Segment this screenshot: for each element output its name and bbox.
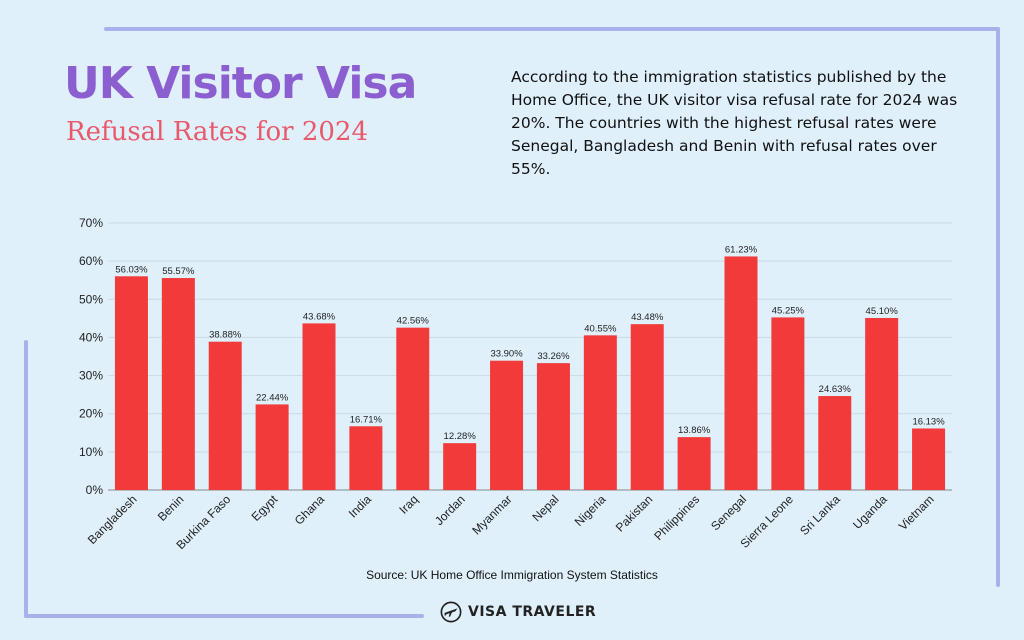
y-tick-label: 30% (79, 369, 103, 383)
y-tick-label: 0% (86, 483, 104, 497)
data-label: 61.23% (725, 244, 758, 255)
category-label: Sri Lanka (797, 492, 843, 538)
category-label: Vietnam (896, 492, 937, 533)
data-label: 45.10% (866, 306, 899, 317)
bar (208, 341, 242, 490)
category-label: Senegal (708, 492, 749, 533)
category-label: Ghana (292, 492, 328, 528)
category-label: Iraq (396, 492, 421, 517)
data-label: 33.26% (537, 351, 570, 362)
bar (302, 323, 336, 490)
bar (771, 317, 805, 490)
category-label: Jordan (432, 492, 468, 528)
data-label: 45.25% (772, 305, 805, 316)
category-label: Myanmar (469, 492, 514, 537)
brand-logo: VISA TRAVELER (440, 600, 596, 624)
bar (443, 443, 477, 490)
y-tick-label: 70% (79, 216, 103, 230)
plane-icon (440, 601, 462, 623)
y-tick-label: 20% (79, 407, 103, 421)
brand-name: VISA TRAVELER (468, 604, 597, 620)
category-label: Egypt (249, 492, 281, 524)
frame-top-border (104, 27, 1000, 31)
bar (912, 428, 946, 490)
description-text: According to the immigration statistics … (511, 68, 958, 178)
data-label: 55.57% (162, 266, 195, 277)
data-label: 43.48% (631, 312, 664, 323)
bar (114, 276, 148, 490)
data-label: 24.63% (819, 384, 852, 395)
bar (583, 335, 617, 490)
bar (865, 317, 899, 490)
bar (724, 256, 758, 490)
data-label: 22.44% (256, 392, 289, 403)
y-tick-label: 10% (79, 445, 103, 459)
bar (490, 360, 524, 490)
category-label: Pakistan (613, 492, 655, 534)
bar (255, 404, 289, 490)
data-label: 13.86% (678, 425, 711, 436)
category-label: Uganda (850, 492, 890, 532)
data-label: 38.88% (209, 330, 242, 341)
frame-left-border (24, 340, 28, 618)
data-label: 16.13% (912, 416, 945, 427)
data-label: 12.28% (444, 431, 477, 442)
category-label: Nigeria (572, 492, 609, 529)
category-label: Nepal (529, 492, 561, 524)
data-label: 42.56% (397, 316, 430, 327)
category-label: Benin (155, 492, 187, 524)
bar (536, 363, 570, 490)
bar (396, 327, 430, 490)
category-label: Philippines (651, 492, 702, 543)
page-title: UK Visitor Visa (64, 58, 417, 109)
data-label: 43.68% (303, 311, 336, 322)
bar (630, 324, 664, 490)
y-tick-label: 60% (79, 254, 103, 268)
bar (677, 437, 711, 490)
frame-bottom-border (24, 614, 424, 618)
category-label: Bangladesh (85, 492, 140, 547)
frame-right-border (996, 27, 1000, 587)
bar (349, 426, 383, 490)
source-note: Source: UK Home Office Immigration Syste… (366, 568, 658, 582)
data-label: 40.55% (584, 323, 617, 334)
y-tick-label: 40% (79, 330, 103, 344)
data-label: 16.71% (350, 414, 383, 425)
category-label: India (346, 492, 375, 521)
data-label: 56.03% (115, 264, 148, 275)
page-subtitle: Refusal Rates for 2024 (66, 117, 369, 147)
data-label: 33.90% (490, 349, 523, 360)
bar (818, 396, 852, 490)
y-tick-label: 50% (79, 292, 103, 306)
bar (161, 278, 195, 490)
